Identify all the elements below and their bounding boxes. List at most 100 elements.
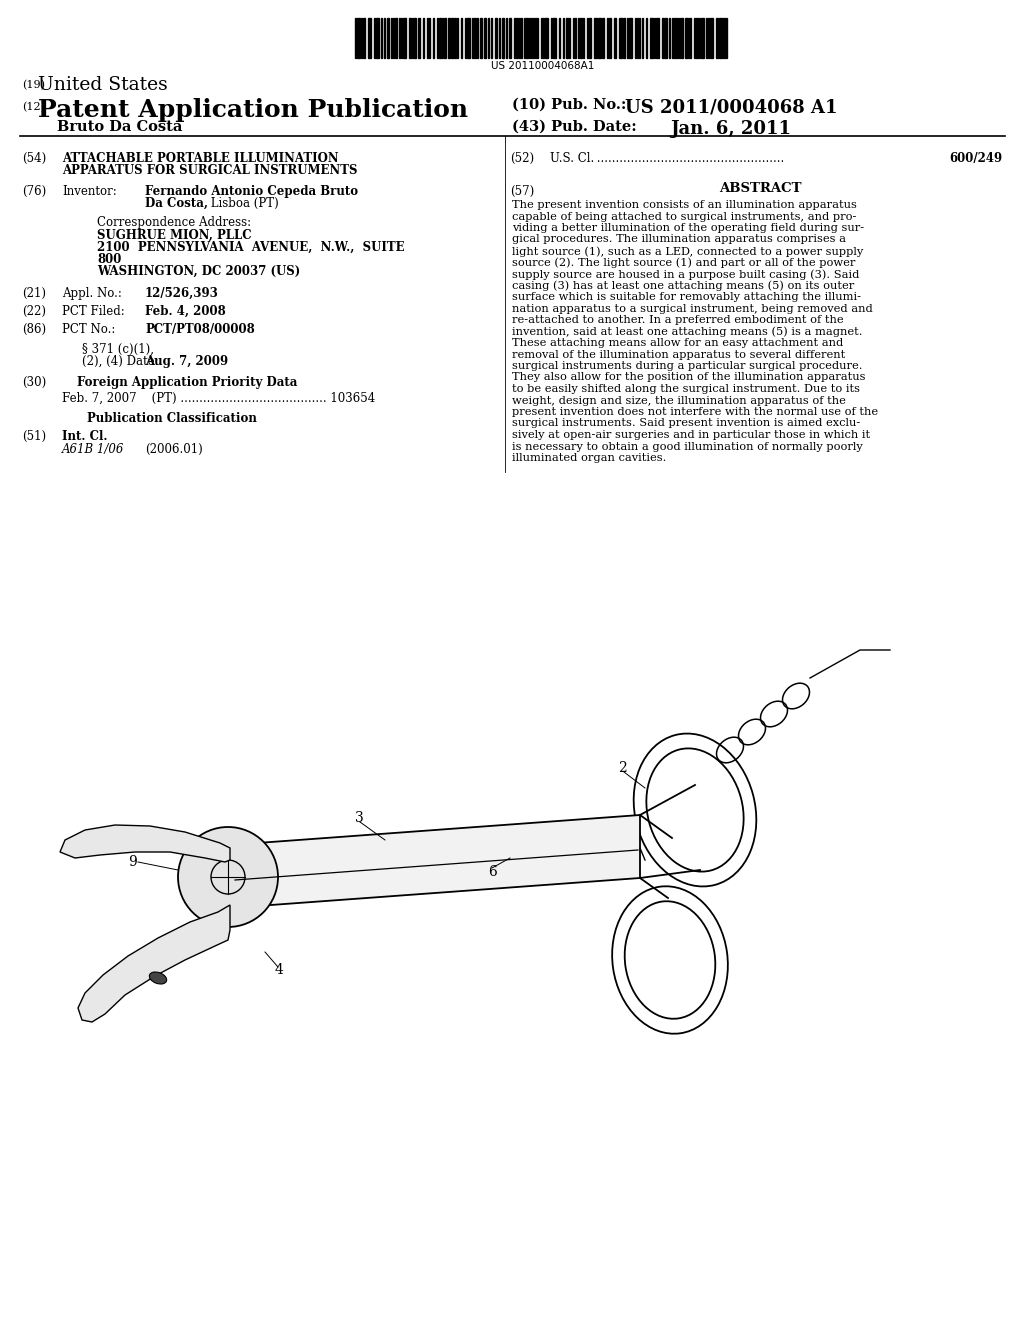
Text: US 2011/0004068 A1: US 2011/0004068 A1 — [625, 98, 838, 116]
Ellipse shape — [150, 972, 167, 983]
Bar — [362, 18, 365, 58]
Text: These attaching means allow for an easy attachment and: These attaching means allow for an easy … — [512, 338, 843, 348]
Bar — [387, 18, 389, 58]
Text: US 20110004068A1: US 20110004068A1 — [490, 61, 594, 71]
Text: Feb. 4, 2008: Feb. 4, 2008 — [145, 305, 225, 318]
Bar — [614, 18, 616, 58]
Bar — [656, 18, 659, 58]
Bar — [454, 18, 456, 58]
Text: (12): (12) — [22, 102, 45, 112]
Bar — [376, 18, 379, 58]
Text: (22): (22) — [22, 305, 46, 318]
Bar — [650, 18, 653, 58]
Text: (86): (86) — [22, 323, 46, 337]
Text: Correspondence Address:: Correspondence Address: — [97, 216, 251, 228]
Text: is necessary to obtain a good illumination of normally poorly: is necessary to obtain a good illuminati… — [512, 441, 863, 451]
Text: (51): (51) — [22, 430, 46, 444]
Text: (43) Pub. Date:: (43) Pub. Date: — [512, 120, 637, 135]
Text: surgical instruments. Said present invention is aimed exclu-: surgical instruments. Said present inven… — [512, 418, 860, 429]
Text: PCT Filed:: PCT Filed: — [62, 305, 125, 318]
Text: removal of the illumination apparatus to several different: removal of the illumination apparatus to… — [512, 350, 845, 359]
Text: sively at open-air surgeries and in particular those in which it: sively at open-air surgeries and in part… — [512, 430, 870, 440]
Bar — [516, 18, 518, 58]
Bar — [368, 18, 371, 58]
Polygon shape — [60, 825, 230, 862]
Bar — [414, 18, 416, 58]
Text: invention, said at least one attaching means (5) is a magnet.: invention, said at least one attaching m… — [512, 326, 862, 337]
Text: WASHINGTON, DC 20037 (US): WASHINGTON, DC 20037 (US) — [97, 265, 300, 279]
Text: Bruto Da Costa: Bruto Da Costa — [57, 120, 182, 135]
Bar — [665, 18, 667, 58]
Text: capable of being attached to surgical instruments, and pro-: capable of being attached to surgical in… — [512, 211, 856, 222]
Text: 800: 800 — [97, 253, 122, 267]
Text: casing (3) has at least one attaching means (5) on its outer: casing (3) has at least one attaching me… — [512, 281, 854, 292]
Bar — [701, 18, 705, 58]
Bar — [589, 18, 591, 58]
Text: PCT/PT08/00008: PCT/PT08/00008 — [145, 323, 255, 337]
Bar — [602, 18, 604, 58]
Bar — [449, 18, 450, 58]
Text: Aug. 7, 2009: Aug. 7, 2009 — [145, 355, 228, 368]
Text: supply source are housed in a purpose built casing (3). Said: supply source are housed in a purpose bu… — [512, 269, 859, 280]
Text: PCT No.:: PCT No.: — [62, 323, 116, 337]
Bar — [495, 18, 497, 58]
Text: SUGHRUE MION, PLLC: SUGHRUE MION, PLLC — [97, 228, 252, 242]
Text: (21): (21) — [22, 286, 46, 300]
Bar — [662, 18, 664, 58]
Bar — [719, 18, 722, 58]
Bar — [716, 18, 718, 58]
Text: Int. Cl.: Int. Cl. — [62, 430, 108, 444]
Text: 6: 6 — [488, 865, 497, 879]
Text: 2: 2 — [618, 762, 627, 775]
Bar — [598, 18, 601, 58]
Text: ATTACHABLE PORTABLE ILLUMINATION: ATTACHABLE PORTABLE ILLUMINATION — [62, 152, 339, 165]
Text: Fernando Antonio Cepeda Bruto: Fernando Antonio Cepeda Bruto — [145, 185, 358, 198]
Text: Inventor:: Inventor: — [62, 185, 117, 198]
Text: United States: United States — [38, 77, 168, 94]
Text: re-attached to another. In a preferred embodiment of the: re-attached to another. In a preferred e… — [512, 315, 844, 325]
Text: surgical instruments during a particular surgical procedure.: surgical instruments during a particular… — [512, 360, 862, 371]
Bar — [357, 18, 360, 58]
Bar — [395, 18, 397, 58]
Bar — [689, 18, 691, 58]
Polygon shape — [230, 814, 640, 908]
Bar — [710, 18, 713, 58]
Bar — [723, 18, 725, 58]
Text: ..................................................: ........................................… — [593, 152, 788, 165]
Text: A61B 1/06: A61B 1/06 — [62, 444, 124, 455]
Text: weight, design and size, the illumination apparatus of the: weight, design and size, the illuminatio… — [512, 396, 846, 405]
Text: Appl. No.:: Appl. No.: — [62, 286, 122, 300]
Bar — [526, 18, 528, 58]
Text: 600/249: 600/249 — [949, 152, 1002, 165]
Text: (57): (57) — [510, 185, 535, 198]
Bar — [509, 18, 511, 58]
Text: § 371 (c)(1),: § 371 (c)(1), — [82, 343, 154, 356]
Text: (52): (52) — [510, 152, 535, 165]
Text: ABSTRACT: ABSTRACT — [719, 182, 801, 195]
Bar — [502, 18, 504, 58]
Text: viding a better illumination of the operating field during sur-: viding a better illumination of the oper… — [512, 223, 864, 234]
Text: 2100  PENNSYLVANIA  AVENUE,  N.W.,  SUITE: 2100 PENNSYLVANIA AVENUE, N.W., SUITE — [97, 242, 404, 253]
Bar — [594, 18, 597, 58]
Text: The present invention consists of an illumination apparatus: The present invention consists of an ill… — [512, 201, 857, 210]
Text: 3: 3 — [355, 810, 364, 825]
Bar — [580, 18, 582, 58]
Text: source (2). The light source (1) and part or all of the power: source (2). The light source (1) and par… — [512, 257, 855, 268]
Polygon shape — [78, 906, 230, 1022]
Text: U.S. Cl.: U.S. Cl. — [550, 152, 594, 165]
Bar — [545, 18, 548, 58]
Text: Patent Application Publication: Patent Application Publication — [38, 98, 468, 121]
Text: Da Costa,: Da Costa, — [145, 197, 208, 210]
Text: 12/526,393: 12/526,393 — [145, 286, 219, 300]
Bar — [403, 18, 406, 58]
Text: light source (1), such as a LED, connected to a power supply: light source (1), such as a LED, connect… — [512, 246, 863, 256]
Bar — [474, 18, 476, 58]
Bar — [451, 18, 453, 58]
Text: (54): (54) — [22, 152, 46, 165]
Text: to be easily shifted along the surgical instrument. Due to its: to be easily shifted along the surgical … — [512, 384, 860, 393]
Bar — [566, 18, 568, 58]
Bar — [609, 18, 611, 58]
Text: APPARATUS FOR SURGICAL INSTRUMENTS: APPARATUS FOR SURGICAL INSTRUMENTS — [62, 164, 357, 177]
Text: Lisboa (PT): Lisboa (PT) — [207, 197, 279, 210]
Text: Feb. 7, 2007    (PT) ....................................... 103654: Feb. 7, 2007 (PT) ......................… — [62, 392, 375, 405]
